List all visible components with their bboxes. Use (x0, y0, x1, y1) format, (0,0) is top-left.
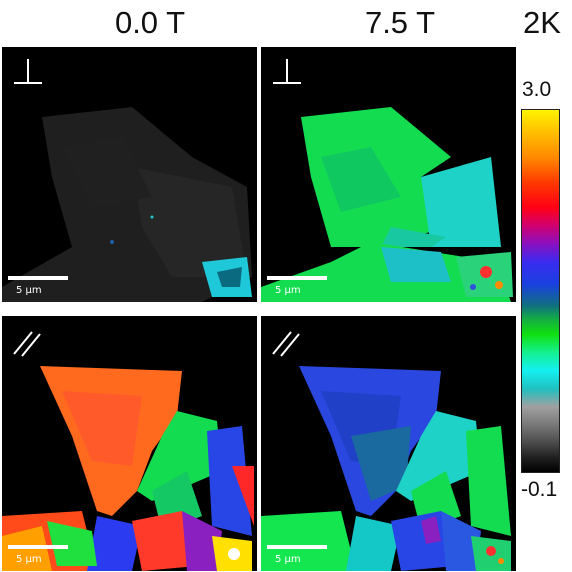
scale-bar (267, 545, 327, 549)
scale-label: 5 μm (16, 285, 42, 296)
scale-bar (8, 545, 68, 549)
map-image (261, 366, 511, 571)
scale-label: 5 μm (275, 285, 301, 296)
temperature-label: 2K (523, 5, 561, 40)
map-panel-7-5T-perpendicular: 5 μm (261, 47, 516, 302)
scale-bar (267, 276, 327, 280)
map-panel-0T-parallel: 5 μm (2, 316, 257, 571)
scale-bar (8, 276, 68, 280)
map-image (2, 107, 252, 302)
column-title-7-5T: 7.5 T (364, 5, 436, 40)
perpendicular-orientation-icon (269, 55, 305, 91)
map-panel-0T-perpendicular: 5 μm (2, 47, 257, 302)
colorbar-max-label: 3.0 (522, 78, 552, 101)
perpendicular-orientation-icon (10, 55, 46, 91)
colorbar-min-label: -0.1 (521, 478, 558, 501)
scale-label: 5 μm (16, 554, 42, 565)
colorbar (521, 109, 560, 473)
map-image (261, 107, 513, 302)
parallel-orientation-icon (10, 324, 46, 360)
parallel-orientation-icon (269, 324, 305, 360)
column-title-0T: 0.0 T (114, 5, 186, 40)
scale-label: 5 μm (275, 554, 301, 565)
map-image (2, 366, 254, 571)
map-panel-7-5T-parallel: 5 μm (261, 316, 516, 571)
